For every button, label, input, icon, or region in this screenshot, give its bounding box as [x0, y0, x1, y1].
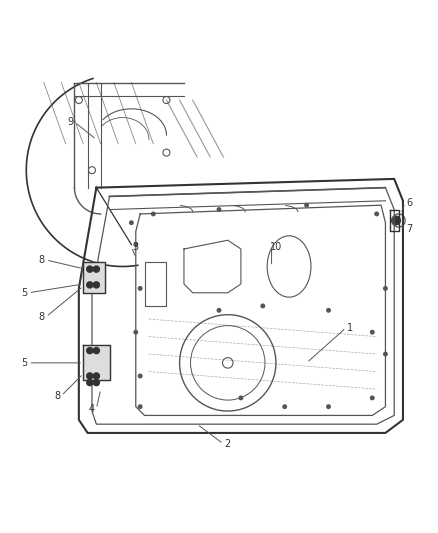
Circle shape	[327, 309, 330, 312]
Text: 5: 5	[21, 358, 27, 368]
Circle shape	[93, 379, 99, 386]
Circle shape	[384, 352, 387, 356]
Text: 8: 8	[54, 391, 60, 401]
Circle shape	[375, 212, 378, 216]
Circle shape	[327, 405, 330, 408]
Circle shape	[283, 405, 286, 408]
Circle shape	[87, 373, 93, 379]
Circle shape	[134, 243, 138, 246]
Text: 7: 7	[406, 224, 413, 235]
Text: 1: 1	[347, 323, 353, 333]
Circle shape	[371, 396, 374, 400]
Circle shape	[130, 221, 133, 224]
Text: 8: 8	[39, 255, 45, 265]
Circle shape	[93, 348, 99, 354]
Circle shape	[138, 374, 142, 378]
Text: 10: 10	[270, 242, 282, 252]
Circle shape	[93, 373, 99, 379]
Circle shape	[138, 405, 142, 408]
Circle shape	[134, 330, 138, 334]
Circle shape	[93, 266, 99, 272]
Circle shape	[217, 309, 221, 312]
Text: 6: 6	[406, 198, 413, 208]
Circle shape	[384, 287, 387, 290]
Circle shape	[239, 396, 243, 400]
Text: 3: 3	[133, 242, 139, 252]
Polygon shape	[83, 262, 105, 293]
Text: 2: 2	[225, 439, 231, 449]
Text: 4: 4	[89, 404, 95, 414]
Circle shape	[305, 204, 308, 207]
Circle shape	[93, 282, 99, 288]
Circle shape	[261, 304, 265, 308]
Circle shape	[138, 287, 142, 290]
Text: 9: 9	[67, 117, 73, 127]
Text: 8: 8	[39, 312, 45, 322]
Circle shape	[217, 208, 221, 211]
Circle shape	[392, 216, 400, 225]
Text: 5: 5	[21, 288, 27, 298]
Circle shape	[87, 348, 93, 354]
Polygon shape	[83, 345, 110, 381]
Circle shape	[87, 379, 93, 386]
Circle shape	[87, 282, 93, 288]
Circle shape	[371, 330, 374, 334]
Circle shape	[152, 212, 155, 216]
Circle shape	[87, 266, 93, 272]
